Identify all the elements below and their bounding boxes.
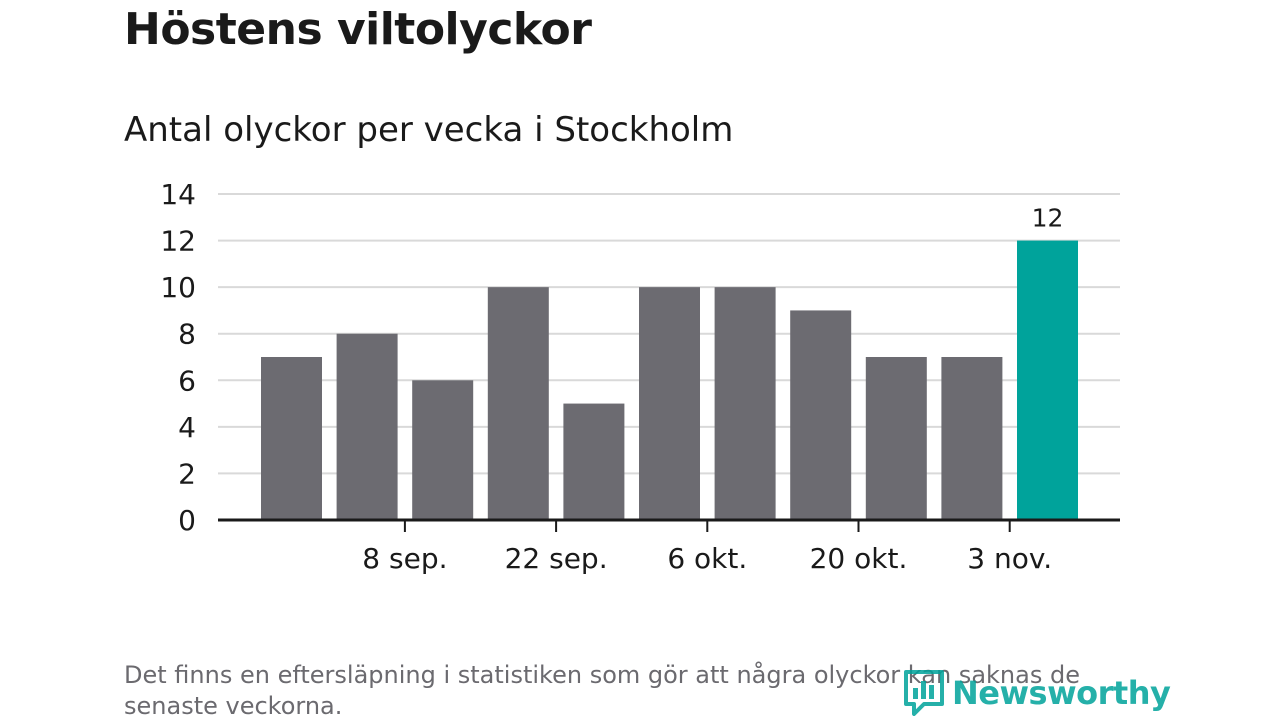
- data-label: 12: [1032, 204, 1064, 233]
- x-tick-label: 6 okt.: [667, 542, 747, 575]
- bar: [412, 380, 474, 520]
- chart-subtitle: Antal olyckor per vecka i Stockholm: [124, 110, 734, 150]
- bar: [865, 357, 927, 520]
- y-tick-label: 8: [178, 318, 196, 351]
- bars: [261, 240, 1078, 521]
- y-tick-label: 12: [160, 225, 196, 258]
- logo-text: Newsworthy: [952, 674, 1171, 712]
- newsworthy-logo: Newsworthy: [902, 668, 1171, 718]
- bar-chart: 0 2 4 6 8 10 12 14 12 8 sep. 22 sep. 6 okt. 20 okt…: [160, 178, 1120, 575]
- bar: [639, 287, 700, 520]
- y-tick-label: 4: [178, 411, 196, 444]
- bar: [941, 357, 1003, 520]
- y-axis-ticks: 0 2 4 6 8 10 12 14: [160, 178, 196, 537]
- bar: [714, 287, 776, 520]
- bar: [1017, 240, 1078, 521]
- y-tick-label: 6: [178, 364, 196, 397]
- newsworthy-logo-icon: [904, 670, 944, 716]
- bar: [790, 310, 852, 520]
- bar: [487, 287, 549, 520]
- y-tick-label: 14: [160, 178, 196, 211]
- y-tick-label: 0: [178, 504, 196, 537]
- x-axis: 8 sep. 22 sep. 6 okt. 20 okt. 3 nov.: [218, 518, 1120, 575]
- x-tick-label: 3 nov.: [967, 542, 1052, 575]
- data-labels: 12: [1032, 204, 1064, 233]
- y-tick-label: 10: [160, 271, 196, 304]
- x-tick-label: 22 sep.: [505, 542, 608, 575]
- x-tick-label: 20 okt.: [810, 542, 908, 575]
- bar: [336, 333, 398, 520]
- chart-title: Höstens viltolyckor: [124, 4, 592, 55]
- footnote: Det finns en eftersläpning i statistiken…: [124, 661, 1080, 720]
- x-tick-label: 8 sep.: [362, 542, 447, 575]
- bar: [261, 357, 322, 520]
- y-tick-label: 2: [178, 457, 196, 490]
- bar: [563, 403, 625, 520]
